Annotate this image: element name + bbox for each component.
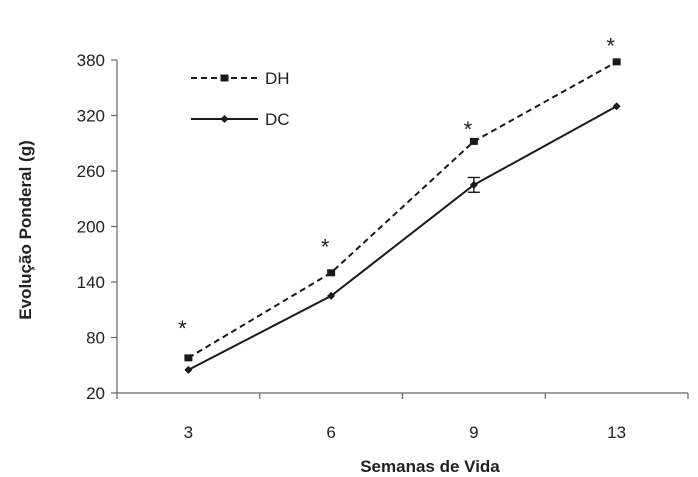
y-tick-label: 80 xyxy=(86,329,105,348)
data-point xyxy=(469,180,478,189)
legend: DH DC xyxy=(191,69,290,129)
legend-marker xyxy=(220,74,229,82)
legend-item-dh: DH xyxy=(191,69,290,88)
y-tick-label: 20 xyxy=(86,384,105,403)
y-tick-label: 320 xyxy=(77,107,105,126)
y-tick-label: 140 xyxy=(77,273,105,292)
data-point xyxy=(612,102,621,111)
x-tick-label: 13 xyxy=(607,423,626,442)
x-tick-label: 3 xyxy=(184,423,193,442)
legend-label: DH xyxy=(265,69,290,88)
series-group xyxy=(184,58,621,374)
x-ticks: 3 6 9 13 xyxy=(116,393,689,442)
axes xyxy=(116,60,688,394)
series-line xyxy=(187,60,618,359)
significance-star: * xyxy=(178,316,187,341)
data-point xyxy=(327,291,336,300)
significance-star: * xyxy=(606,34,615,59)
y-axis-title: Evolução Ponderal (g) xyxy=(16,140,35,319)
series-dc xyxy=(184,102,621,374)
legend-label: DC xyxy=(265,110,290,129)
x-tick-label: 6 xyxy=(326,423,335,442)
data-point xyxy=(469,137,478,145)
legend-marker xyxy=(220,115,229,123)
data-point xyxy=(612,58,621,66)
significance-marks: * * * * xyxy=(178,34,615,341)
legend-item-dc: DC xyxy=(191,110,290,129)
data-point xyxy=(327,269,336,277)
y-tick-label: 200 xyxy=(77,218,105,237)
series-line xyxy=(187,105,618,371)
data-point xyxy=(184,354,193,362)
x-axis-title: Semanas de Vida xyxy=(360,457,500,476)
data-point xyxy=(184,365,193,374)
x-tick-label: 9 xyxy=(469,423,478,442)
significance-star: * xyxy=(321,234,330,259)
y-tick-label: 260 xyxy=(77,162,105,181)
y-ticks: 20 80 140 200 260 320 380 xyxy=(77,51,117,403)
series-dh xyxy=(184,58,621,362)
y-tick-label: 380 xyxy=(77,51,105,70)
significance-star: * xyxy=(464,117,473,142)
